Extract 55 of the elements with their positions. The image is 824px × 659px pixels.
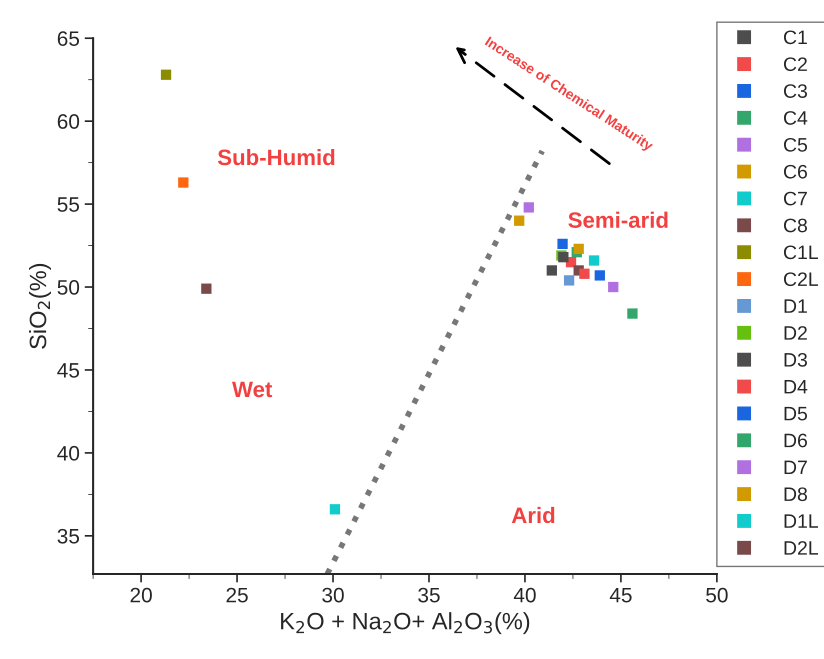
point (524, 202, 534, 213)
x-tick-label: 20 (130, 588, 152, 602)
y-axis-title: SiO$_{2}$(%) (28, 264, 51, 349)
point (574, 244, 584, 254)
legend-label: D5 (784, 406, 808, 420)
text: K$_{2}$O + Na$_{2}$O+ Al$_{2}$O$_{3}$(%) (281, 612, 530, 634)
y-tick-label: 45 (57, 363, 80, 378)
point (330, 504, 340, 514)
y-tick-label: 60 (58, 114, 80, 129)
point (201, 284, 212, 294)
point (557, 238, 568, 250)
y-tick-label: 40 (57, 446, 80, 461)
x-tick-label: 35 (418, 588, 440, 602)
legend-label: C8 (784, 218, 807, 232)
legend-label: C7 (784, 192, 807, 206)
legend-label: C1L (784, 245, 818, 260)
legend-label: D8 (784, 487, 807, 502)
legend-label: D2 (784, 326, 807, 340)
legend-label: C5 (784, 138, 808, 152)
point (178, 177, 188, 188)
annotation: Wet (232, 382, 272, 398)
legend-label: D1 (784, 299, 807, 313)
y-tick-label: 55 (58, 197, 80, 212)
annotation: Semi-arid (568, 212, 668, 228)
legend-label: D1L (784, 514, 818, 528)
y-tick-label: 35 (58, 528, 80, 544)
x-tick-label: 25 (226, 588, 248, 602)
point (608, 282, 618, 292)
annotation: Arid (512, 506, 554, 524)
legend-label: D7 (784, 460, 807, 474)
point (579, 268, 590, 279)
legend-label: D4 (784, 380, 808, 394)
point (160, 70, 172, 80)
point (564, 275, 574, 286)
legend-label: C2L (784, 272, 818, 286)
annotation: Sub-Humid (218, 148, 334, 166)
x-tick-label: 30 (322, 588, 344, 602)
legend-label: D6 (784, 434, 807, 448)
point (594, 270, 605, 281)
x-tick-label: 40 (514, 588, 536, 602)
legend-label: C3 (784, 84, 807, 98)
legend-label: C4 (784, 111, 808, 125)
legend-label: D2L (784, 541, 818, 555)
legend-label: C1 (784, 30, 807, 44)
x-tick-label: 45 (610, 588, 632, 602)
point (546, 265, 557, 276)
y-tick-label: 50 (58, 280, 80, 295)
legend-label: C2 (784, 57, 807, 72)
point (514, 216, 524, 226)
y-tick-label: 65 (58, 31, 80, 46)
point (627, 308, 638, 319)
x-tick-label: 50 (706, 588, 728, 602)
legend-label: D3 (784, 352, 807, 367)
legend-label: C6 (784, 164, 807, 179)
point (588, 255, 600, 266)
